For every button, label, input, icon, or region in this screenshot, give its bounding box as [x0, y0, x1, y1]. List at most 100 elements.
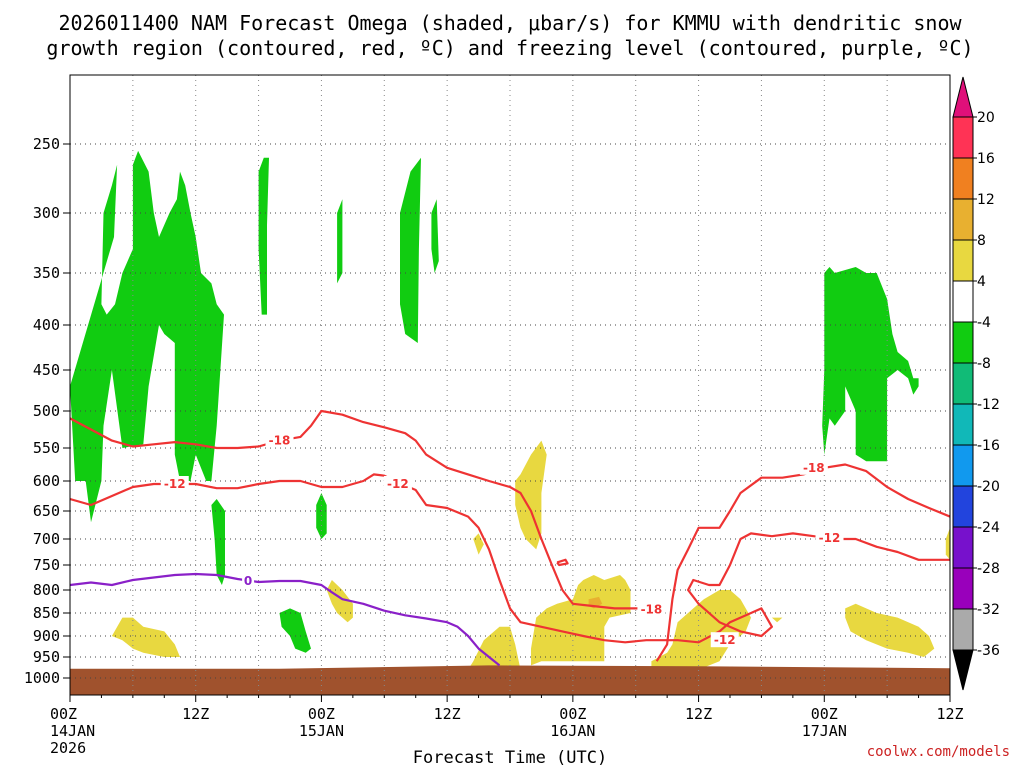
contour-label-bg	[242, 573, 255, 588]
credit-text: coolwx.com/models	[867, 744, 1010, 760]
x-tick-label: 00Z	[559, 705, 586, 723]
colorbar-label: -28	[977, 561, 1000, 577]
colorbar-label: 20	[977, 110, 995, 126]
omega-region	[945, 527, 950, 560]
x-tick-label: 16JAN	[550, 722, 595, 740]
colorbar-label: -24	[977, 520, 1000, 536]
omega-region	[651, 590, 751, 670]
grid	[70, 75, 950, 695]
omega-region	[531, 575, 631, 666]
omega-region	[400, 157, 421, 343]
freezing-level-line	[70, 572, 501, 667]
y-tick-label: 300	[33, 204, 60, 222]
x-tick-label: 00Z	[50, 705, 77, 723]
colorbar-swatch	[952, 321, 974, 364]
contour-label: -12	[387, 477, 409, 491]
colorbar-label: 16	[977, 151, 995, 167]
x-tick-label: 12Z	[936, 705, 963, 723]
x-tick-label: 12Z	[685, 705, 712, 723]
y-tick-label: 350	[33, 264, 60, 282]
colorbar-swatch	[952, 567, 974, 610]
colorbar-swatch	[952, 526, 974, 569]
colorbar-swatch	[952, 280, 974, 323]
colorbar-swatch	[952, 608, 974, 651]
omega-region	[211, 499, 225, 585]
colorbar-swatch	[952, 116, 974, 159]
y-tick-label: 950	[33, 648, 60, 666]
y-tick-label: 600	[33, 472, 60, 490]
colorbar-swatch	[952, 239, 974, 282]
colorbar-label: -16	[977, 438, 1000, 454]
chart-title: 2026011400 NAM Forecast Omega (shaded, μ…	[46, 11, 973, 60]
chart-title-line-2: growth region (contoured, red, ºC) and f…	[46, 36, 973, 60]
colorbar-top-arrow	[952, 76, 974, 118]
colorbar-swatch	[952, 485, 974, 528]
y-tick-label: 450	[33, 361, 60, 379]
colorbar-label: -12	[977, 397, 1000, 413]
y-tick-label: 400	[33, 316, 60, 334]
x-tick-label: 15JAN	[299, 722, 344, 740]
x-tick-label: 14JAN	[50, 722, 95, 740]
omega-region	[326, 580, 353, 623]
colorbar-swatch	[952, 403, 974, 446]
omega-region	[515, 440, 547, 550]
y-tick-label: 850	[33, 604, 60, 622]
contour-label-bg	[160, 476, 189, 491]
contour-label: 0	[244, 574, 252, 588]
omega-region	[468, 626, 521, 670]
omega-region	[279, 608, 311, 653]
colorbar-label: -36	[977, 643, 1000, 659]
omega-region	[111, 617, 180, 657]
y-tick-label: 250	[33, 135, 60, 153]
x-tick-label: 00Z	[308, 705, 335, 723]
dgz-contour-line	[556, 558, 569, 567]
colorbar-bottom-arrow	[952, 649, 974, 691]
contour-label: -12	[819, 531, 841, 545]
x-tick-label: 00Z	[811, 705, 838, 723]
contour-layer: -18 -12 -12 -18 -12 -18 -12 0	[70, 409, 950, 667]
omega-region	[70, 150, 224, 523]
y-tick-label: 550	[33, 439, 60, 457]
contour-label-bg	[265, 432, 294, 448]
y-tick-label: 1000	[24, 669, 60, 687]
contour-label: -18	[269, 434, 291, 448]
colorbar-label: -8	[977, 356, 991, 372]
colorbar-swatch	[952, 362, 974, 405]
omega-region	[822, 267, 919, 462]
colorbar-swatch	[952, 157, 974, 200]
omega-region	[431, 199, 439, 273]
contour-label: -18	[641, 602, 663, 616]
x-tick-label: 17JAN	[802, 722, 847, 740]
y-tick-label: 900	[33, 627, 60, 645]
omega-region	[771, 617, 783, 623]
x-tick-label: 12Z	[182, 705, 209, 723]
contour-label: -12	[714, 633, 736, 647]
contour-label-bg	[815, 529, 844, 545]
colorbar-label: 12	[977, 192, 995, 208]
y-tick-label: 800	[33, 581, 60, 599]
colorbar-label: 8	[977, 233, 986, 249]
y-tick-label: 750	[33, 556, 60, 574]
chart-title-line-1: 2026011400 NAM Forecast Omega (shaded, μ…	[58, 11, 962, 35]
colorbar-swatch	[952, 444, 974, 487]
dgz-contour-line	[655, 463, 950, 662]
contour-label-bg	[637, 601, 666, 617]
contour-label-bg	[710, 632, 739, 648]
y-tick-label: 650	[33, 502, 60, 520]
dgz-contour-line	[70, 473, 950, 644]
x-tick-label: 2026	[50, 739, 86, 757]
contour-label: -18	[803, 461, 825, 475]
colorbar-swatch	[952, 198, 974, 241]
contour-label-bg	[799, 459, 828, 475]
omega-region	[845, 603, 935, 657]
colorbar-label: 4	[977, 274, 986, 290]
y-axis: 250 300 350 400 450 500 550 600 650 700 750 800 850 9…	[24, 135, 70, 687]
contour-label: -12	[164, 477, 186, 491]
y-tick-label: 500	[33, 402, 60, 420]
colorbar-label: -20	[977, 479, 1000, 495]
colorbar-label: -4	[977, 315, 991, 331]
x-tick-label: 12Z	[434, 705, 461, 723]
colorbar: 20 16 12 8 4 -4 -8 -12 -16 -20 -24 -28 -32 -36	[952, 76, 1000, 691]
